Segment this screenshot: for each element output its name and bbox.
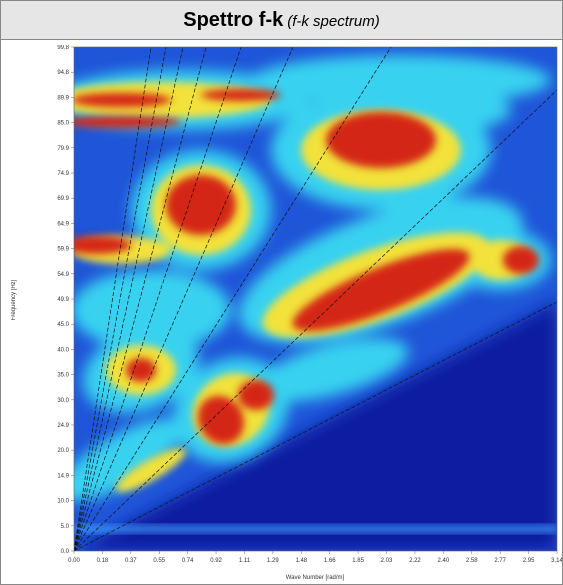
subtitle: (f-k spectrum) [287,13,380,30]
title: Spettro f-k [183,9,284,31]
spectrum-blob [116,448,186,492]
velocity-line [74,47,184,551]
x-tick-label: 3.14 [551,558,562,564]
x-tick-label: 1.85 [352,558,364,564]
y-tick-label: 14.9 [57,473,69,479]
x-tick-label: 2.22 [409,558,421,564]
y-tick-label: 89.9 [57,95,69,101]
spectrum-blob [126,358,156,382]
velocity-line [74,47,167,551]
figure: Frequency [Hz] Wave Number [rad/m] 0.0 5.… [11,45,562,581]
y-tick-label: 45.0 [57,322,69,328]
velocity-line [74,89,557,551]
x-tick-label: 0.37 [125,558,137,564]
x-tick-label: 2.77 [494,558,506,564]
spectrum-blob [201,89,281,101]
velocity-line [74,47,207,551]
x-tick-label: 2.58 [466,558,478,564]
y-tick-label: 20.0 [57,448,69,454]
spectrum-blob [253,338,409,402]
x-tick-label: 1.29 [267,558,279,564]
x-tick-label: 1.48 [295,558,307,564]
x-tick-label: 0.55 [153,558,165,564]
y-tick-label: 30.0 [57,398,69,404]
spectrum-blob [197,395,245,445]
spectrum-blob [326,112,436,168]
spectrum-blob [238,380,274,410]
y-tick-label: 10.0 [57,499,69,505]
y-tick-label: 0.0 [61,549,70,555]
y-tick-label: 94.8 [57,70,69,76]
y-tick-label: 5.0 [61,524,70,530]
spectrum-blob [74,270,231,350]
velocity-line [74,301,557,551]
y-axis-label: Frequency [Hz] [11,279,17,320]
spectrum-blob [166,175,236,235]
x-tick-label: 0.00 [68,558,80,564]
velocity-line [74,47,392,551]
y-tick-label: 24.9 [57,423,69,429]
x-tick-label: 0.92 [210,558,222,564]
x-tick-label: 2.95 [523,558,535,564]
x-tick-label: 2.40 [438,558,450,564]
spectrum [74,47,557,551]
spectrum-blob [503,246,539,274]
spectrum-blob [74,418,183,502]
y-tick-label: 69.9 [57,196,69,202]
y-tick-label: 35.0 [57,373,69,379]
y-tick-label: 49.9 [57,297,69,303]
x-axis-label: Wave Number [rad/m] [286,575,345,581]
header: Spettro f-k (f-k spectrum) [1,1,562,40]
y-tick-label: 85.0 [57,121,69,127]
y-tick-label: 59.9 [57,247,69,253]
x-tick-label: 1.66 [324,558,336,564]
velocity-line [74,47,294,551]
y-tick-label: 54.9 [57,272,69,278]
spectrum-blob [74,236,131,254]
y-tick-label: 99.8 [57,45,69,51]
spectrum-blob [74,93,171,107]
x-tick-label: 1.11 [239,558,251,564]
y-tick-label: 74.9 [57,171,69,177]
x-tick-label: 2.03 [381,558,393,564]
velocity-line [74,47,152,551]
x-tick-label: 0.18 [97,558,109,564]
velocity-line [74,47,242,551]
y-tick-label: 40.0 [57,347,69,353]
spectrum-blob [392,266,450,294]
x-tick-label: 0.74 [182,558,194,564]
spectrum-blob [74,116,181,128]
y-tick-label: 64.9 [57,221,69,227]
y-tick-label: 79.9 [57,146,69,152]
